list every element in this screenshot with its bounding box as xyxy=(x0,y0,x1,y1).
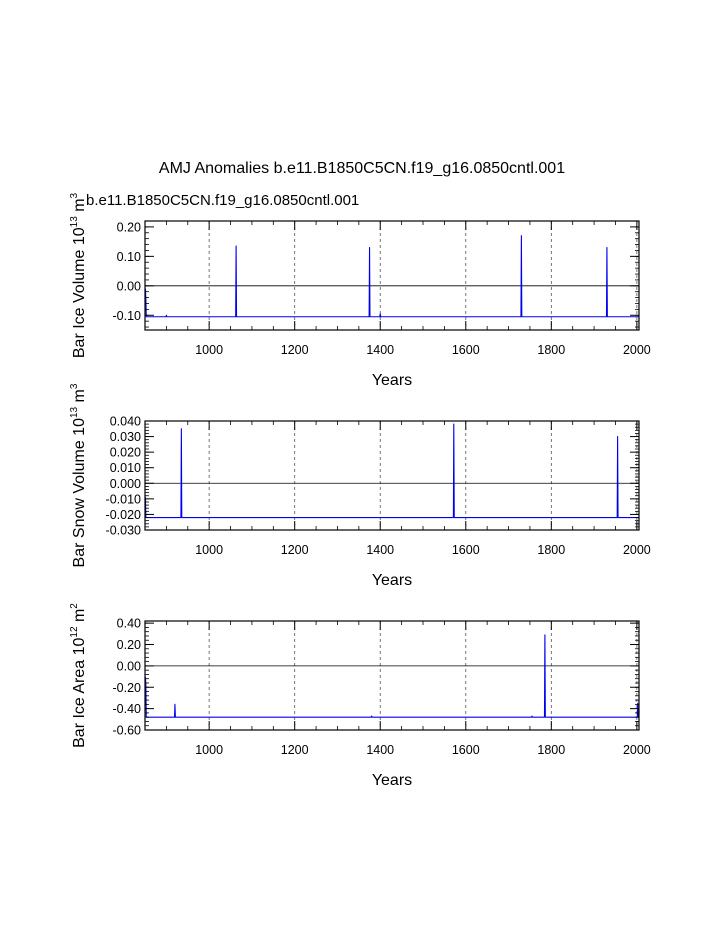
series-line-snow-volume xyxy=(144,423,640,519)
x-tick-label: 2000 xyxy=(623,543,651,557)
y-tick-label: -0.010 xyxy=(106,492,141,506)
y-tick-label: 0.010 xyxy=(110,461,141,475)
y-tick-label: -0.020 xyxy=(106,508,141,522)
y-tick-label: 0.000 xyxy=(110,477,141,491)
x-tick-label: 1800 xyxy=(537,543,565,557)
y-tick-label: 0.00 xyxy=(117,659,141,673)
y-tick-label: -0.10 xyxy=(113,309,142,323)
x-tick-label: 1200 xyxy=(281,743,309,757)
x-tick-label: 1800 xyxy=(537,343,565,357)
y-tick-label: 0.020 xyxy=(110,446,141,460)
y-axis-title: Bar Ice Area 1012 m2 xyxy=(69,603,88,748)
x-tick-label: 1600 xyxy=(452,543,480,557)
plot-frame xyxy=(144,620,640,731)
main-title: AMJ Anomalies b.e11.B1850C5CN.f19_g16.08… xyxy=(159,160,565,177)
x-tick-label: 1000 xyxy=(195,543,223,557)
x-axis-title: Years xyxy=(372,372,412,389)
y-tick-label: -0.60 xyxy=(113,724,142,738)
case-label: b.e11.B1850C5CN.f19_g16.0850cntl.001 xyxy=(86,192,359,209)
x-tick-label: 1400 xyxy=(366,743,394,757)
y-tick-label: -0.030 xyxy=(106,524,141,538)
panel-ice-volume: -0.10 0.00 0.10 0.20 1000 1200 1400 1600 1800 200… xyxy=(69,192,651,389)
x-tick-label: 1600 xyxy=(452,343,480,357)
panel-ice-area: -0.60 -0.40 -0.20 0.00 0.20 0.40 1000 1200 1400 1… xyxy=(69,603,651,789)
y-tick-label: -0.40 xyxy=(113,702,142,716)
x-tick-label: 1400 xyxy=(366,343,394,357)
x-tick-label: 1600 xyxy=(452,743,480,757)
y-tick-label: 0.40 xyxy=(117,617,141,631)
y-tick-label: 0.20 xyxy=(117,220,141,234)
x-tick-label: 2000 xyxy=(623,743,651,757)
y-tick-label: 0.040 xyxy=(110,415,141,429)
series-line-ice-area xyxy=(144,634,640,718)
x-tick-label: 1800 xyxy=(537,743,565,757)
y-tick-label: 0.20 xyxy=(117,638,141,652)
plot-frame xyxy=(144,220,640,331)
y-tick-label: 0.00 xyxy=(117,279,141,293)
plot-frame xyxy=(144,420,640,531)
y-tick-label: 0.030 xyxy=(110,430,141,444)
x-tick-label: 1000 xyxy=(195,743,223,757)
x-axis-title: Years xyxy=(372,572,412,589)
y-tick-label: -0.20 xyxy=(113,681,142,695)
series-line-ice-volume xyxy=(144,235,640,318)
x-tick-label: 2000 xyxy=(623,343,651,357)
x-axis-title: Years xyxy=(372,772,412,789)
y-axis-title: Bar Ice Volume 1013 m3 xyxy=(69,192,88,358)
x-tick-label: 1200 xyxy=(281,343,309,357)
y-axis-title: Bar Snow Volume 1013 m3 xyxy=(69,383,88,567)
x-tick-label: 1200 xyxy=(281,543,309,557)
x-tick-label: 1400 xyxy=(366,543,394,557)
x-tick-label: 1000 xyxy=(195,343,223,357)
y-tick-label: 0.10 xyxy=(117,250,141,264)
